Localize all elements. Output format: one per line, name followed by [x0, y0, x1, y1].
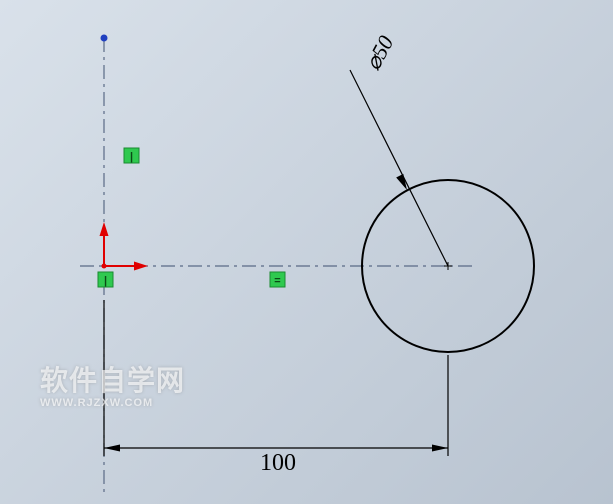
svg-text:|: | [104, 275, 107, 287]
constraint-icon[interactable]: | [124, 148, 139, 163]
svg-text:|: | [130, 151, 133, 163]
sketch-svg: | | = [0, 0, 613, 504]
linear-dimension-label[interactable]: 100 [260, 450, 296, 477]
sketch-canvas[interactable]: ||= ⌀50 100 软件自学网 WWW.RJZXW.COM [0, 0, 613, 504]
svg-text:=: = [274, 275, 280, 287]
constraint-icon[interactable]: | [98, 272, 113, 287]
endpoint-marker[interactable] [101, 35, 108, 42]
origin-point[interactable] [102, 264, 107, 269]
constraint-icon[interactable]: = [270, 272, 285, 287]
diameter-leader[interactable] [350, 70, 448, 266]
